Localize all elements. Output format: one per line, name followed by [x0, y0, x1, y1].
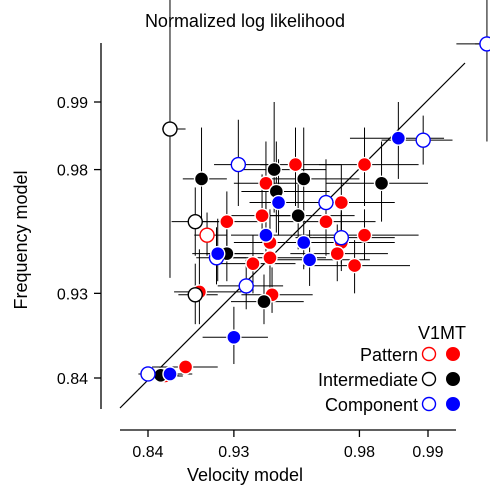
data-point-component-v1: [230, 156, 247, 173]
data-point-intermediate-mt: [193, 171, 210, 187]
legend-label-component: Component: [325, 395, 418, 415]
data-point-component-v1: [140, 366, 156, 382]
legend-marker-intermediate-v1: [421, 371, 437, 387]
data-point-intermediate-mt: [256, 293, 272, 310]
x-tick-label: 0.99: [412, 444, 443, 461]
legend-label-pattern: Pattern: [360, 345, 418, 365]
data-point-component-v1: [238, 278, 254, 294]
legend-marker-component-v1: [421, 396, 437, 412]
data-point-component-v1: [318, 194, 334, 211]
data-point-intermediate-mt: [373, 175, 390, 191]
data-point-pattern-mt: [356, 156, 373, 173]
data-point-component-mt: [258, 227, 274, 243]
y-axis-label: Frequency model: [11, 170, 31, 309]
x-tick-label: 0.84: [132, 444, 163, 461]
data-points: [140, 36, 490, 384]
data-point-component-mt: [296, 234, 312, 251]
data-point-pattern-mt: [329, 245, 345, 262]
data-point-intermediate-mt: [266, 161, 282, 178]
legend-marker-intermediate-mt: [446, 372, 460, 386]
data-point-intermediate-v1: [162, 121, 178, 137]
legend: V1 MT Pattern Intermediate Component: [318, 323, 466, 415]
y-tick-label: 0.99: [57, 95, 88, 112]
y-tick-label: 0.84: [57, 371, 88, 388]
legend-header-mt: MT: [440, 323, 466, 343]
axes: 0.84 0.93 0.98 0.99 0.84 0.93 0.98 0.99: [57, 43, 456, 461]
data-point-component-mt: [301, 252, 318, 268]
legend-marker-pattern-mt: [446, 347, 460, 361]
data-point-intermediate-mt: [290, 207, 306, 224]
data-point-pattern-mt: [258, 175, 274, 191]
data-point-pattern-mt: [287, 156, 304, 173]
data-point-component-mt: [270, 194, 287, 211]
legend-marker-component-mt: [446, 397, 460, 411]
data-point-component-v1: [333, 229, 350, 246]
data-point-component-v1: [479, 36, 490, 52]
data-point-pattern-mt: [254, 207, 270, 224]
data-point-pattern-v1: [199, 227, 215, 243]
data-point-intermediate-mt: [296, 171, 312, 187]
data-point-component-mt: [226, 329, 242, 345]
data-point-intermediate-v1: [187, 287, 203, 303]
data-point-pattern-mt: [333, 194, 350, 211]
y-tick-label: 0.93: [57, 286, 88, 303]
x-axis-label: Velocity model: [187, 465, 303, 485]
data-point-component-mt: [210, 245, 226, 262]
data-point-pattern-mt: [177, 359, 194, 375]
legend-marker-pattern-v1: [421, 346, 437, 362]
data-point-pattern-mt: [262, 250, 278, 266]
data-point-component-v1: [415, 132, 431, 148]
data-point-pattern-mt: [346, 257, 363, 274]
x-tick-label: 0.98: [344, 444, 375, 461]
x-tick-label: 0.93: [218, 444, 249, 461]
data-point-pattern-mt: [356, 227, 373, 243]
data-point-component-mt: [390, 130, 407, 146]
data-point-component-mt: [162, 366, 178, 382]
legend-label-intermediate: Intermediate: [318, 370, 418, 390]
legend-markers: [421, 346, 460, 412]
data-point-pattern-mt: [318, 213, 334, 230]
y-tick-label: 0.98: [57, 163, 88, 180]
data-point-pattern-mt: [245, 255, 261, 272]
legend-header-v1: V1: [418, 323, 440, 343]
data-point-pattern-mt: [219, 213, 235, 230]
chart-title: Normalized log likelihood: [145, 11, 345, 31]
data-point-intermediate-v1: [187, 213, 203, 230]
